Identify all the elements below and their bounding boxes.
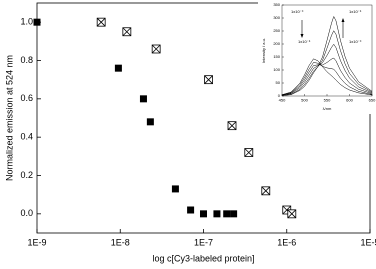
x-tick-label: 650 xyxy=(369,97,376,102)
spectrum-line xyxy=(281,43,373,96)
marker xyxy=(171,185,179,193)
marker-cross xyxy=(261,186,271,196)
marker xyxy=(261,186,271,196)
marker xyxy=(139,95,147,103)
x-tick-label: 450 xyxy=(279,97,286,102)
spectrum-line xyxy=(281,58,373,96)
annotation: 1x10⁻⁹ xyxy=(349,39,362,44)
y-tick-label: 200 xyxy=(273,41,280,46)
arrow-head xyxy=(341,18,345,22)
spectrum-line xyxy=(281,30,373,96)
x-tick-label: 1E-9 xyxy=(27,237,46,247)
y-tick-label: 350 xyxy=(273,2,280,7)
y-tick-label: 300 xyxy=(273,15,280,20)
y-tick-label: 250 xyxy=(273,28,280,33)
marker xyxy=(96,17,106,27)
marker xyxy=(200,210,207,218)
inset-chart: 0 50 100 150 200 250 300 350 450 500 550 600 650 λ/nm… xyxy=(258,2,376,114)
x-axis-label: λ/nm xyxy=(323,106,332,111)
marker xyxy=(230,210,238,218)
marker-cross xyxy=(96,17,106,27)
y-tick-label: 0.4 xyxy=(20,132,33,142)
y-tick-label: 150 xyxy=(273,54,280,59)
marker xyxy=(227,121,237,131)
x-tick-label: 500 xyxy=(301,97,308,102)
marker xyxy=(244,148,254,157)
marker-cross xyxy=(122,27,132,37)
marker xyxy=(204,75,213,85)
x-tick-label: 600 xyxy=(346,97,353,102)
y-tick-label: 0.0 xyxy=(20,208,33,218)
x-axis-label: log c[Cy3-labeled protein] xyxy=(152,253,254,263)
y-axis-label: Intensity / a.u. xyxy=(261,38,266,63)
marker xyxy=(33,18,41,26)
marker xyxy=(122,27,132,37)
y-tick-label: 0.6 xyxy=(20,93,33,103)
marker-cross xyxy=(227,121,237,130)
spectrum-line xyxy=(281,57,373,96)
x-tick-label: 1E-6 xyxy=(277,237,296,247)
annotation: 1x10⁻⁹ xyxy=(291,9,304,14)
y-tick-label: 0 xyxy=(278,93,281,98)
marker-cross xyxy=(244,148,254,157)
x-tick-label: 550 xyxy=(324,97,331,102)
marker-cross xyxy=(151,44,161,54)
y-tick-label: 50 xyxy=(276,80,281,85)
marker xyxy=(223,210,231,218)
y-tick-label: 0.8 xyxy=(20,55,33,65)
marker xyxy=(187,206,195,214)
annotation: 1x10⁻⁶ xyxy=(349,9,362,14)
spectrum-line xyxy=(281,62,373,96)
marker-cross xyxy=(204,75,213,84)
y-axis-label: Normalized emission at 524 nm xyxy=(4,55,14,181)
marker xyxy=(287,209,297,219)
main-chart: 0.0 0.2 0.4 0.6 0.8 1.0 1E-9 1E-8 1E-7 1E-6 1E-5 lo… xyxy=(4,2,376,263)
x-tick-label: 1E-5 xyxy=(360,237,376,247)
marker xyxy=(146,118,154,126)
x-tick-label: 1E-8 xyxy=(111,237,130,247)
annotation: 1x10⁻⁶ xyxy=(298,39,311,44)
spectrum-line xyxy=(281,15,373,96)
y-tick-label: 1.0 xyxy=(20,17,33,27)
marker xyxy=(114,64,122,72)
y-tick-label: 100 xyxy=(273,67,280,72)
marker-cross xyxy=(287,209,297,219)
y-tick-label: 0.2 xyxy=(20,170,33,180)
inset-background xyxy=(258,2,374,114)
arrow-head xyxy=(300,34,304,38)
x-tick-label: 1E-7 xyxy=(194,237,213,247)
marker xyxy=(151,44,161,54)
marker xyxy=(213,210,221,218)
